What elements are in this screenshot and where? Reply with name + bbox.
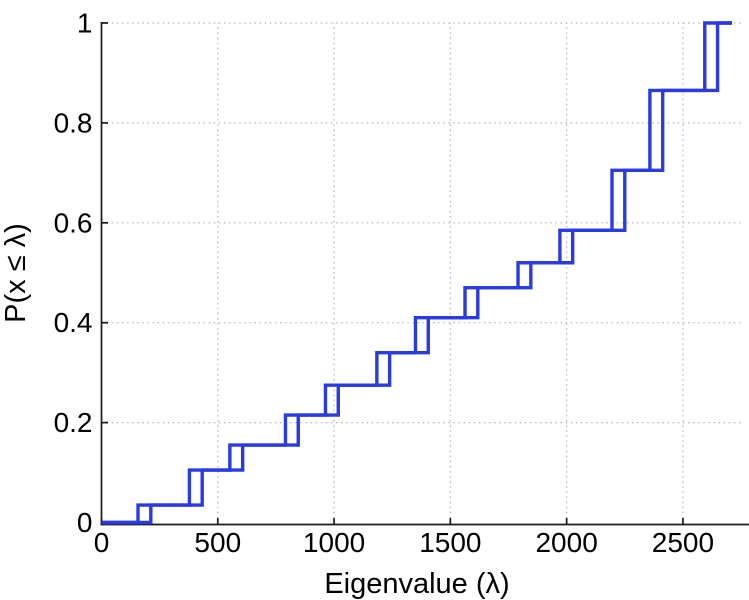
x-tick-label: 1500 xyxy=(419,527,481,558)
x-tick-label: 500 xyxy=(194,527,241,558)
cdf-staircase-curve xyxy=(101,21,732,525)
tick-marks xyxy=(100,22,684,524)
y-tick-label: 0 xyxy=(77,507,93,538)
tick-labels: 0 500 1000 1500 2000 2500 0 0.2 0.4 0.6 0.8 1 xyxy=(54,8,715,559)
x-tick-label: 0 xyxy=(94,527,110,558)
y-tick-label: 0.2 xyxy=(54,407,93,438)
x-tick-label: 1000 xyxy=(303,527,365,558)
axes xyxy=(100,22,749,526)
x-axis-label: Eigenvalue (λ) xyxy=(324,568,509,600)
y-axis-label: P(x ≤ λ) xyxy=(0,223,32,323)
grid-lines xyxy=(101,22,744,524)
y-tick-label: 0.6 xyxy=(54,207,93,238)
y-tick-label: 1 xyxy=(77,8,93,39)
x-tick-label: 2500 xyxy=(652,527,714,558)
cdf-step-lower-edge-path xyxy=(101,21,732,525)
cdf-step-upper-edge-path xyxy=(101,21,732,525)
y-tick-label: 0.4 xyxy=(54,307,93,338)
y-tick-label: 0.8 xyxy=(54,107,93,138)
x-tick-label: 2000 xyxy=(535,527,597,558)
